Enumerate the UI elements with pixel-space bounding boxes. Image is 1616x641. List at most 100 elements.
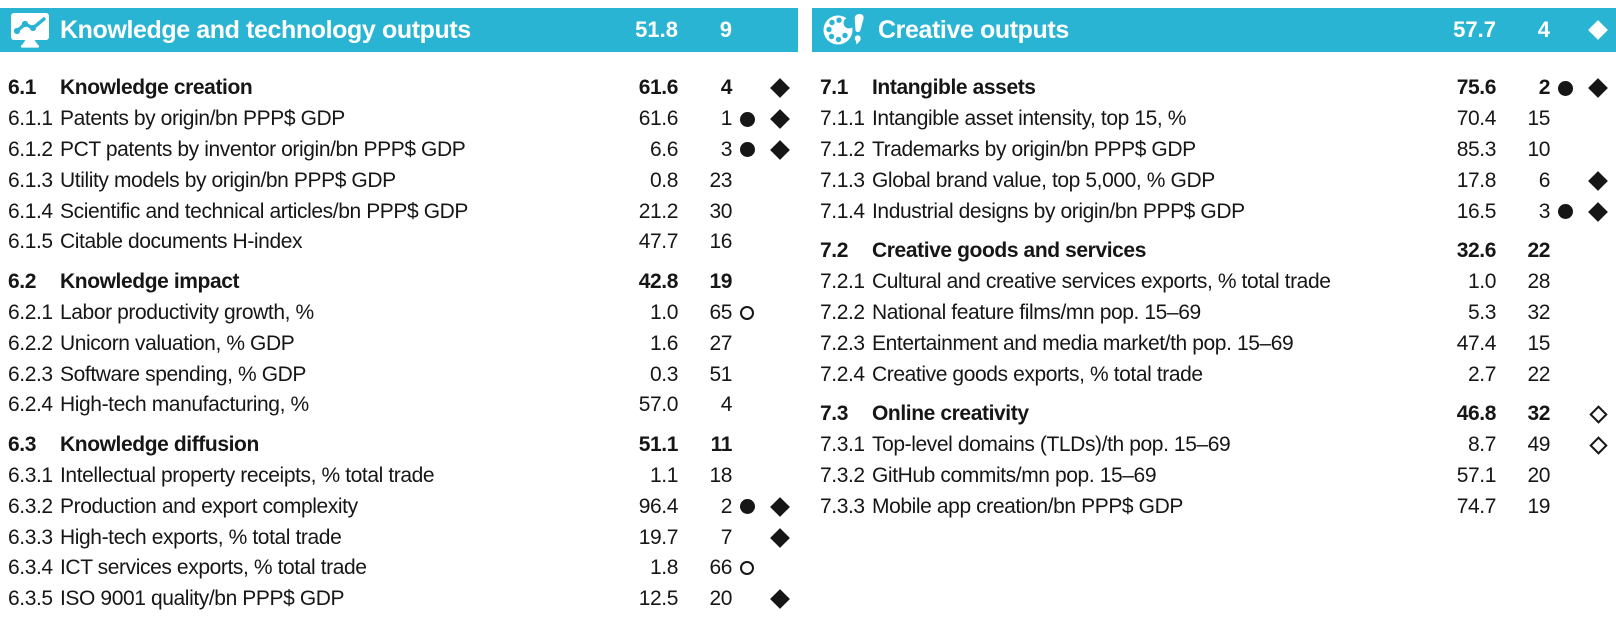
indicator-row: 6.3.2 Production and export complexity 96.… bbox=[0, 491, 798, 522]
row-label: National feature films/mn pop. 15–69 bbox=[872, 300, 1201, 324]
row-num: 6.3.5 bbox=[8, 587, 53, 611]
indicator-row: 6.2.4 High-tech manufacturing, % 57.0 4 bbox=[0, 390, 798, 421]
diamond-marker-slot bbox=[1580, 170, 1616, 191]
row-rank: 16 bbox=[709, 230, 732, 254]
row-num: 7.2.2 bbox=[820, 300, 865, 324]
row-score: 1.1 bbox=[650, 463, 678, 487]
pillar-diamond-marker-slot bbox=[1580, 20, 1616, 40]
circle-marker-slot bbox=[732, 111, 762, 127]
row-label: Scientific and technical articles/bn PPP… bbox=[60, 199, 469, 223]
row-num: 7.2.1 bbox=[820, 270, 865, 294]
row-label: Citable documents H-index bbox=[60, 230, 303, 254]
row-rank: 3 bbox=[720, 137, 733, 161]
filled-diamond-marker bbox=[1588, 78, 1608, 99]
row-num: 7.1.3 bbox=[820, 168, 865, 192]
row-score: 96.4 bbox=[638, 494, 679, 518]
diamond-marker-slot bbox=[1580, 435, 1616, 455]
indicator-row: 7.2.4 Creative goods exports, % total tra… bbox=[812, 359, 1616, 390]
subpillar-row: 6.3 Knowledge diffusion 51.1 11 bbox=[0, 430, 798, 461]
row-label: Knowledge diffusion bbox=[60, 433, 259, 457]
row-label: Intangible assets bbox=[872, 76, 1036, 100]
row-num: 7.1.1 bbox=[820, 107, 865, 131]
row-rank: 66 bbox=[709, 556, 732, 580]
pillar-rank: 4 bbox=[1537, 17, 1550, 42]
pillar-header: Knowledge and technology outputs 51.8 9 bbox=[0, 8, 798, 52]
indicator-list: 6.1 Knowledge creation 61.6 4 6.1.1 Patents b… bbox=[0, 52, 798, 615]
row-label: Trademarks by origin/bn PPP$ GDP bbox=[872, 137, 1196, 161]
row-label: PCT patents by inventor origin/bn PPP$ G… bbox=[60, 137, 466, 161]
subpillar-row: 6.2 Knowledge impact 42.8 19 bbox=[0, 267, 798, 298]
row-score: 47.4 bbox=[1456, 331, 1497, 355]
indicator-row: 6.3.5 ISO 9001 quality/bn PPP$ GDP 12.5 20 bbox=[0, 584, 798, 615]
indicator-row: 6.3.1 Intellectual property receipts, % t… bbox=[0, 461, 798, 492]
filled-circle-marker bbox=[739, 111, 755, 127]
row-rank: 22 bbox=[1527, 362, 1550, 386]
pillar-panel-knowledge-technology-outputs: Knowledge and technology outputs 51.8 9 … bbox=[0, 8, 798, 615]
circle-marker-slot bbox=[732, 499, 762, 515]
row-score: 46.8 bbox=[1456, 402, 1497, 426]
row-label: Labor productivity growth, % bbox=[60, 300, 314, 324]
row-num: 7.2.4 bbox=[820, 362, 865, 386]
row-num: 6.3.4 bbox=[8, 556, 53, 580]
filled-diamond-marker bbox=[1588, 170, 1608, 191]
row-num: 7.1 bbox=[820, 76, 848, 100]
indicator-row: 7.1.3 Global brand value, top 5,000, % GD… bbox=[812, 165, 1616, 196]
row-label: Mobile app creation/bn PPP$ GDP bbox=[872, 494, 1183, 518]
diamond-marker-slot bbox=[1580, 78, 1616, 99]
row-num: 6.1.1 bbox=[8, 107, 53, 131]
row-score: 70.4 bbox=[1456, 107, 1497, 131]
indicator-row: 7.2.3 Entertainment and media market/th p… bbox=[812, 328, 1616, 359]
row-score: 42.8 bbox=[638, 270, 679, 294]
row-rank: 23 bbox=[709, 168, 732, 192]
indicator-row: 7.2.1 Cultural and creative services expo… bbox=[812, 267, 1616, 298]
open-diamond-marker bbox=[1588, 435, 1608, 455]
filled-diamond-marker bbox=[1588, 20, 1608, 40]
pillar-title: Knowledge and technology outputs bbox=[60, 15, 471, 44]
diamond-marker-slot bbox=[1580, 405, 1616, 424]
row-rank: 10 bbox=[1527, 137, 1550, 161]
row-num: 7.3.2 bbox=[820, 463, 865, 487]
row-num: 7.3.1 bbox=[820, 433, 865, 457]
row-rank: 32 bbox=[1527, 402, 1550, 426]
row-rank: 4 bbox=[720, 76, 733, 100]
row-label: GitHub commits/mn pop. 15–69 bbox=[872, 463, 1157, 487]
row-label: Intangible asset intensity, top 15, % bbox=[872, 107, 1187, 131]
palette-exclamation-icon bbox=[822, 12, 868, 48]
row-num: 7.2.3 bbox=[820, 331, 865, 355]
row-rank: 6 bbox=[1538, 168, 1551, 192]
row-score: 0.8 bbox=[650, 168, 678, 192]
filled-diamond-marker bbox=[770, 140, 790, 160]
filled-diamond-marker bbox=[770, 589, 790, 610]
filled-diamond-marker bbox=[770, 109, 790, 130]
indicator-row: 7.3.1 Top-level domains (TLDs)/th pop. 15… bbox=[812, 430, 1616, 461]
row-num: 6.1.4 bbox=[8, 199, 53, 223]
circle-marker-slot bbox=[1550, 80, 1580, 96]
row-score: 47.7 bbox=[638, 230, 679, 254]
filled-circle-marker bbox=[739, 142, 755, 158]
row-label: High-tech exports, % total trade bbox=[60, 525, 342, 549]
indicator-row: 7.1.1 Intangible asset intensity, top 15,… bbox=[812, 104, 1616, 135]
row-rank: 51 bbox=[709, 362, 732, 386]
indicator-row: 6.3.4 ICT services exports, % total trade… bbox=[0, 553, 798, 584]
row-rank: 65 bbox=[709, 300, 732, 324]
circle-marker-slot bbox=[732, 561, 762, 576]
row-num: 6.3.3 bbox=[8, 525, 53, 549]
filled-diamond-marker bbox=[1588, 201, 1608, 222]
pillar-tables: Knowledge and technology outputs 51.8 9 … bbox=[0, 8, 1616, 615]
row-label: Creative goods exports, % total trade bbox=[872, 362, 1203, 386]
row-label: Entertainment and media market/th pop. 1… bbox=[872, 331, 1294, 355]
row-score: 57.0 bbox=[638, 393, 679, 417]
indicator-row: 7.1.2 Trademarks by origin/bn PPP$ GDP 85.… bbox=[812, 135, 1616, 166]
row-num: 7.3.3 bbox=[820, 494, 865, 518]
open-circle-marker bbox=[740, 305, 754, 320]
circle-marker-slot bbox=[1550, 204, 1580, 220]
indicator-list: 7.1 Intangible assets 75.6 2 7.1.1 Intangible… bbox=[812, 52, 1616, 522]
row-num: 6.3.2 bbox=[8, 494, 53, 518]
row-num: 6.2.1 bbox=[8, 300, 53, 324]
row-label: Knowledge creation bbox=[60, 76, 253, 100]
row-label: Production and export complexity bbox=[60, 494, 358, 518]
row-rank: 19 bbox=[709, 270, 732, 294]
indicator-row: 6.1.1 Patents by origin/bn PPP$ GDP 61.6 1 bbox=[0, 104, 798, 135]
diamond-marker-slot bbox=[762, 140, 798, 160]
row-rank: 32 bbox=[1527, 300, 1550, 324]
